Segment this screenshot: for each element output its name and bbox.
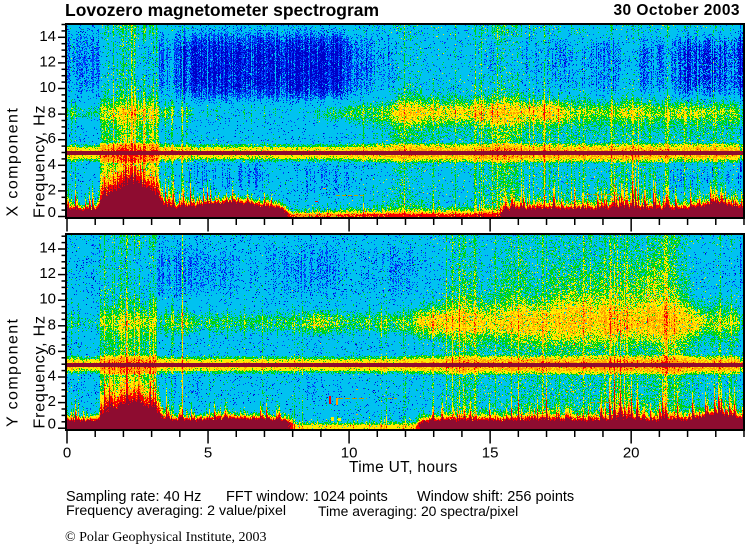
svg-text:14: 14 — [39, 28, 56, 45]
svg-text:10: 10 — [39, 79, 56, 96]
svg-text:6: 6 — [48, 130, 56, 147]
svg-text:10: 10 — [341, 445, 358, 462]
svg-text:0: 0 — [48, 416, 56, 433]
svg-text:5: 5 — [204, 445, 212, 462]
svg-text:4: 4 — [48, 368, 56, 385]
svg-text:Frequency, Hz: Frequency, Hz — [32, 105, 49, 218]
svg-text:X component: X component — [5, 107, 22, 217]
svg-text:15: 15 — [482, 445, 499, 462]
svg-text:4: 4 — [48, 156, 56, 173]
svg-text:8: 8 — [48, 316, 56, 333]
svg-text:20: 20 — [623, 445, 640, 462]
svg-text:Frequency, Hz: Frequency, Hz — [32, 315, 49, 428]
svg-text:14: 14 — [39, 240, 56, 257]
svg-text:2: 2 — [48, 181, 56, 198]
svg-text:8: 8 — [48, 105, 56, 122]
svg-text:2: 2 — [48, 393, 56, 410]
svg-text:12: 12 — [39, 53, 56, 70]
svg-text:0: 0 — [63, 445, 71, 462]
svg-text:Y component: Y component — [5, 318, 22, 427]
svg-text:12: 12 — [39, 265, 56, 282]
svg-text:6: 6 — [48, 342, 56, 359]
svg-text:0: 0 — [48, 204, 56, 221]
svg-text:10: 10 — [39, 291, 56, 308]
